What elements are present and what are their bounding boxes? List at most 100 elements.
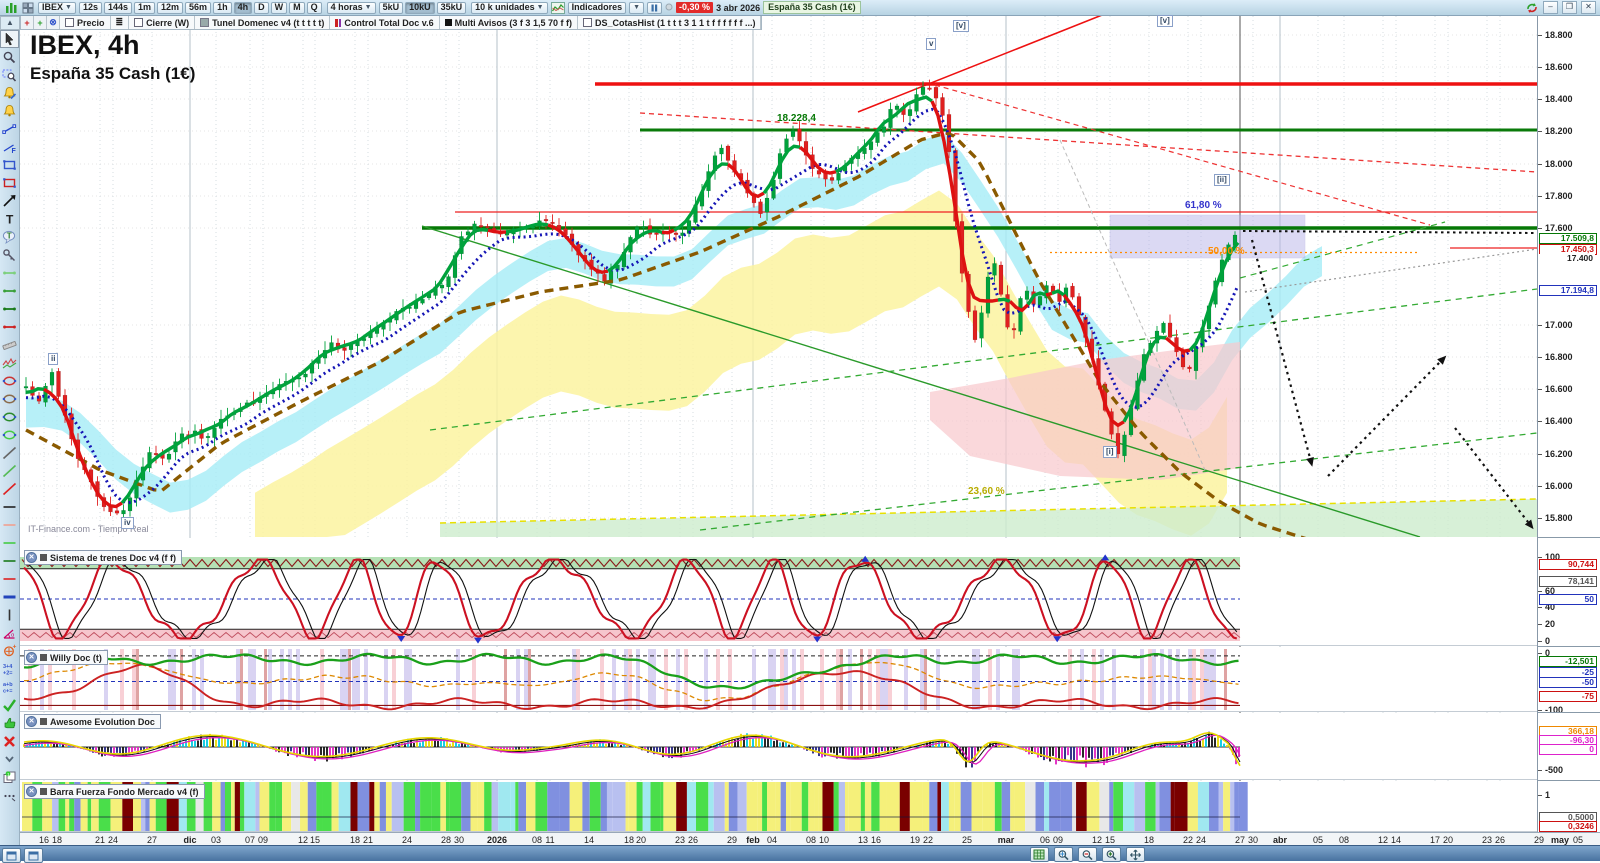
close-panel-icon[interactable]: ✕ (26, 786, 37, 797)
timeframe-1m[interactable]: 1m (134, 1, 156, 14)
panel-header-2[interactable]: ✕ Willy Doc (t) (24, 650, 108, 665)
refresh-icon[interactable] (1525, 1, 1539, 14)
timeframe-Q[interactable]: Q (306, 1, 322, 14)
panel-title: Willy Doc (t) (50, 652, 102, 663)
tab-price-options[interactable]: ≣ (110, 16, 130, 29)
ellipse-red-tool[interactable] (0, 372, 19, 390)
close-button[interactable]: ✕ (1581, 1, 1596, 14)
segment-lightgreen-tool[interactable] (0, 264, 19, 282)
tab-multi-avisos[interactable]: Multi Avisos (3 f 3 1,5 70 f f) (439, 16, 578, 29)
fibonacci-segment-tool[interactable]: F (0, 138, 19, 156)
key-tool[interactable] (0, 246, 19, 264)
timeframe-M[interactable]: M (289, 1, 305, 14)
unit-35kU[interactable]: 35kU (436, 1, 467, 14)
zoom-area-tool[interactable] (0, 66, 19, 84)
hline-blue-thick-tool[interactable] (0, 588, 19, 606)
time-axis[interactable]: 16 18 21 24 27 dic 03 07 09 12 15 18 21 24 28 30 2026 08 1… (20, 832, 1600, 845)
ellipse-brown-tool[interactable] (0, 390, 19, 408)
tab-control-total[interactable]: Control Total Doc v.6 (330, 16, 440, 29)
trendline-gray-tool[interactable] (0, 444, 19, 462)
text-tool[interactable]: T (0, 210, 19, 228)
alarm-edit-tool[interactable] (0, 84, 19, 102)
abc-numbers-tool[interactable]: a+b c+= (0, 678, 19, 696)
arrow-tool[interactable] (0, 192, 19, 210)
tab-tunel-domenec[interactable]: Tunel Domenec v4 (t t t t t) (195, 16, 331, 29)
trendline-red-tool[interactable] (0, 480, 19, 498)
zoom-reset-button[interactable] (1030, 847, 1049, 862)
order-window-button[interactable] (24, 848, 43, 863)
timeframe-4h[interactable]: 4h (233, 1, 253, 14)
hline-darkgreen-tool[interactable] (0, 552, 19, 570)
ellipse-lime-tool[interactable] (0, 426, 19, 444)
ellipse-green-tool[interactable] (0, 408, 19, 426)
main-chart[interactable] (20, 16, 1537, 832)
chart-style-icon[interactable] (4, 1, 18, 14)
pattern-tool[interactable] (0, 354, 19, 372)
more-tools-chevron[interactable] (0, 750, 19, 768)
price-axis[interactable]: 18.800 18.600 18.400 18.200 18.000 17.800 17.6… (1537, 16, 1600, 832)
alarm-tool[interactable] (0, 102, 19, 120)
unit-5kU[interactable]: 5kU (378, 1, 404, 14)
segment-green-tool[interactable] (0, 282, 19, 300)
like-tool[interactable] (0, 714, 19, 732)
tab-cierre[interactable]: Cierre (W) (129, 16, 196, 29)
draw-pencil-tool[interactable] (0, 804, 19, 822)
trendline-green-tool[interactable] (0, 462, 19, 480)
zoom-out-button[interactable] (1078, 847, 1097, 862)
add-green-button[interactable]: + (34, 16, 47, 29)
timeframe-56m[interactable]: 56m (185, 1, 212, 14)
indicators-dropdown-button[interactable]: ▼ (629, 1, 645, 14)
maximize-button[interactable]: ❒ (1562, 1, 1577, 14)
units-selector[interactable]: 10 k unidades ▼ (471, 1, 548, 14)
remove-blue-button[interactable]: ⊗ (47, 16, 60, 29)
rectangle-red-tool[interactable] (0, 174, 19, 192)
hline-red-tool[interactable] (0, 570, 19, 588)
indicators-button[interactable]: Indicadores (567, 1, 627, 14)
validate-tool[interactable] (0, 696, 19, 714)
hline-green-tool[interactable] (0, 534, 19, 552)
hline-black-tool[interactable] (0, 498, 19, 516)
target-tool[interactable]: + (0, 642, 19, 660)
unit-10kU[interactable]: 10kU (405, 1, 435, 14)
vline-tool[interactable] (0, 606, 19, 624)
pan-button[interactable] (1126, 847, 1145, 862)
period-selector[interactable]: 4 horas ▼ (326, 1, 376, 14)
timeframe-12m[interactable]: 12m (157, 1, 184, 14)
timeframe-12s[interactable]: 12s (78, 1, 102, 14)
segment-darkgreen-tool[interactable] (0, 300, 19, 318)
hline-salmon-tool[interactable] (0, 516, 19, 534)
delete-tool[interactable] (0, 732, 19, 750)
zoom-tool[interactable] (0, 48, 19, 66)
tab-precio[interactable]: Precio (60, 16, 111, 29)
more-options-tool[interactable] (0, 786, 19, 804)
zoom-window-button[interactable] (1054, 847, 1073, 862)
close-panel-icon[interactable]: ✕ (26, 652, 37, 663)
symbol-selector[interactable]: IBEX ▼ (38, 1, 76, 14)
anchored-segment-tool[interactable] (0, 120, 19, 138)
minimize-button[interactable]: – (1543, 1, 1558, 14)
pause-button[interactable] (647, 1, 663, 14)
copy-objects-tool[interactable]: 1 (0, 768, 19, 786)
tab-ds-cotashist[interactable]: DS_CotasHist (1 t t t 3 1 1 t f f f f f … (577, 16, 762, 29)
panel-header-4[interactable]: ✕ Barra Fuerza Fondo Mercado v4 (f) (24, 784, 205, 799)
panel-header-1[interactable]: ✕ Sistema de trenes Doc v4 (f f) (24, 550, 183, 565)
panel-header-3[interactable]: ✕ Awesome Evolution Doc (24, 714, 161, 729)
timeframe-1h[interactable]: 1h (213, 1, 232, 14)
ruler-tool[interactable] (0, 336, 19, 354)
segment-red-tool[interactable] (0, 318, 19, 336)
rectangle-blue-tool[interactable] (0, 156, 19, 174)
add-red-button[interactable]: + (21, 16, 34, 29)
indicator-chart-icon[interactable] (550, 1, 565, 14)
close-panel-icon[interactable]: ✕ (26, 716, 37, 727)
zoom-in-button[interactable] (1102, 847, 1121, 862)
fib-numbers-tool[interactable]: 3+4 +2= (0, 660, 19, 678)
angle-tool[interactable]: α (0, 624, 19, 642)
close-panel-icon[interactable]: ✕ (26, 552, 37, 563)
collapse-toolbar-button[interactable]: ▲ (0, 16, 20, 30)
timeframe-D[interactable]: D (254, 1, 269, 14)
timeframe-144s[interactable]: 144s (103, 1, 133, 14)
timeframe-W[interactable]: W (270, 1, 288, 14)
pointer-tool[interactable] (0, 30, 19, 48)
callout-tool[interactable]: T (0, 228, 19, 246)
workspace-layout-icon[interactable] (21, 1, 35, 14)
